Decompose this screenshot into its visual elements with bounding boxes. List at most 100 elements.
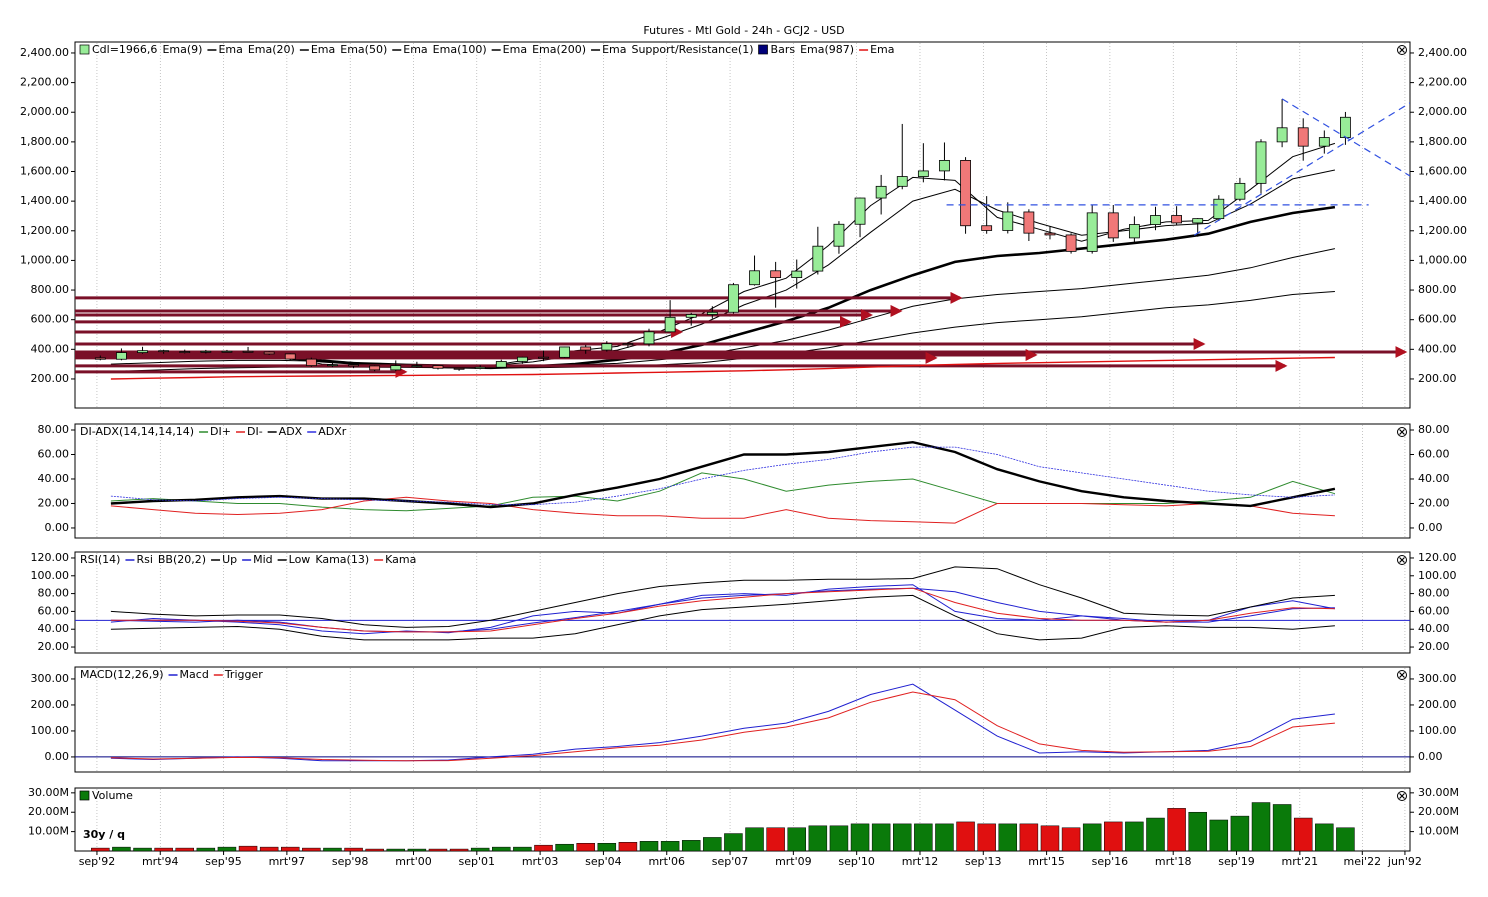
candle-body: [1213, 198, 1225, 220]
legend-label: Ema: [218, 43, 242, 56]
candle-body: [812, 245, 824, 272]
series-line: [110, 587, 1335, 633]
y-tick-label: 1,800.00: [1418, 135, 1467, 148]
legend-indicator: DI-ADX(14,14,14,14): [80, 425, 194, 438]
volume-bar: [133, 847, 152, 851]
legend-indicator: RSI(14): [80, 553, 120, 566]
series-line: [110, 594, 1335, 641]
candle-body: [137, 350, 148, 353]
y-tick-label: 60.00: [1418, 604, 1450, 617]
volume-bar: [91, 847, 110, 851]
y-tick-label: 2,400.00: [1418, 46, 1467, 59]
y-tick-label: 800.00: [1418, 283, 1457, 296]
candle-body: [1234, 182, 1246, 200]
y-tick-label: 1,200.00: [1418, 224, 1467, 237]
y-tick-label: 10.00M: [28, 825, 69, 838]
y-tick-label: 600.00: [1418, 313, 1457, 326]
x-tick-label: sep'01: [459, 855, 496, 868]
volume-bar: [977, 823, 996, 851]
y-tick-label: 1,600.00: [1418, 165, 1467, 178]
close-button-x: [1399, 429, 1405, 435]
y-tick-label: 200.00: [1418, 372, 1457, 385]
candle-body: [179, 351, 191, 353]
candle-body: [939, 159, 950, 172]
x-tick-label: sep'92: [79, 855, 116, 868]
volume-bar: [703, 837, 722, 851]
y-tick-label: 800.00: [31, 283, 70, 296]
legend-swatch: [758, 44, 768, 55]
y-tick-label: 20.00: [1418, 640, 1450, 653]
y-tick-label: 80.00: [38, 423, 70, 436]
candle-body: [284, 353, 296, 360]
legend-label: Up: [222, 553, 237, 566]
legend-label: Trigger: [224, 668, 263, 681]
volume-bar: [660, 841, 680, 851]
volume-bar: [428, 848, 448, 851]
x-tick-label: mrt'00: [395, 855, 432, 868]
x-tick-label: mei'22: [1344, 855, 1382, 868]
volume-bar: [1082, 823, 1102, 851]
legend-indicator: Ema(987): [800, 43, 854, 56]
volume-bar: [724, 833, 743, 851]
candle-body: [1318, 137, 1330, 147]
candle-body: [791, 270, 803, 279]
legend-swatch: [79, 790, 90, 801]
legend-label: Ema: [602, 43, 626, 56]
candle-body: [1276, 127, 1288, 143]
candle-body: [263, 351, 275, 355]
volume-bar: [1315, 823, 1334, 851]
volume-bar: [1336, 827, 1355, 851]
panel: [74, 551, 1411, 654]
volume-bar: [829, 825, 849, 851]
x-tick-label: mrt'15: [1028, 855, 1065, 868]
series-line: [110, 691, 1335, 762]
x-tick-label: mrt'18: [1155, 855, 1192, 868]
candle-body: [896, 176, 908, 187]
candle-body: [960, 159, 971, 227]
volume-bar: [766, 827, 785, 851]
candle-body: [495, 361, 507, 368]
y-tick-label: 0.00: [45, 750, 70, 763]
y-tick-label: 1,400.00: [1418, 194, 1467, 207]
y-tick-label: 120.00: [31, 551, 70, 564]
series-line: [110, 566, 1335, 628]
candle-body: [1044, 232, 1056, 236]
volume-bar: [196, 847, 216, 851]
volume-bar: [956, 821, 975, 851]
x-tick-label: jun'92: [1387, 855, 1422, 868]
volume-bar: [1230, 815, 1250, 851]
candle-body: [1192, 218, 1204, 224]
x-tick-label: mrt'06: [648, 855, 685, 868]
y-tick-label: 80.00: [1418, 423, 1450, 436]
y-tick-label: 2,200.00: [1418, 76, 1467, 89]
volume-bar: [1104, 821, 1123, 851]
volume-bar: [112, 846, 131, 851]
volume-bar: [259, 846, 279, 851]
y-tick-label: 60.00: [38, 604, 70, 617]
candle-body: [706, 311, 718, 315]
volume-bar: [597, 842, 617, 851]
legend-label: Rsi: [136, 553, 152, 566]
y-tick-label: 100.00: [31, 724, 70, 737]
legend-indicator: Ema(9): [162, 43, 202, 56]
series-line: [110, 472, 1336, 512]
volume-bar: [1209, 819, 1229, 851]
x-tick-label: sep'04: [585, 855, 622, 868]
volume-bar: [1040, 825, 1060, 851]
y-tick-label: 1,000.00: [1418, 253, 1467, 266]
y-tick-label: 200.00: [31, 372, 70, 385]
candle-body: [559, 346, 570, 358]
y-tick-label: 1,400.00: [20, 194, 69, 207]
close-button-x: [1399, 672, 1405, 678]
candle-body: [1171, 215, 1182, 224]
y-tick-label: 80.00: [38, 587, 70, 600]
legend-indicator: Ema(200): [532, 43, 586, 56]
legend-label: Ema: [503, 43, 527, 56]
candle-body: [917, 170, 929, 177]
volume-bar: [470, 847, 490, 851]
y-tick-label: 2,400.00: [20, 46, 69, 59]
volume-bar: [1188, 811, 1207, 851]
legend-indicator: Ema(100): [433, 43, 487, 56]
x-tick-label: mrt'97: [269, 855, 306, 868]
x-tick-label: mrt'12: [902, 855, 939, 868]
